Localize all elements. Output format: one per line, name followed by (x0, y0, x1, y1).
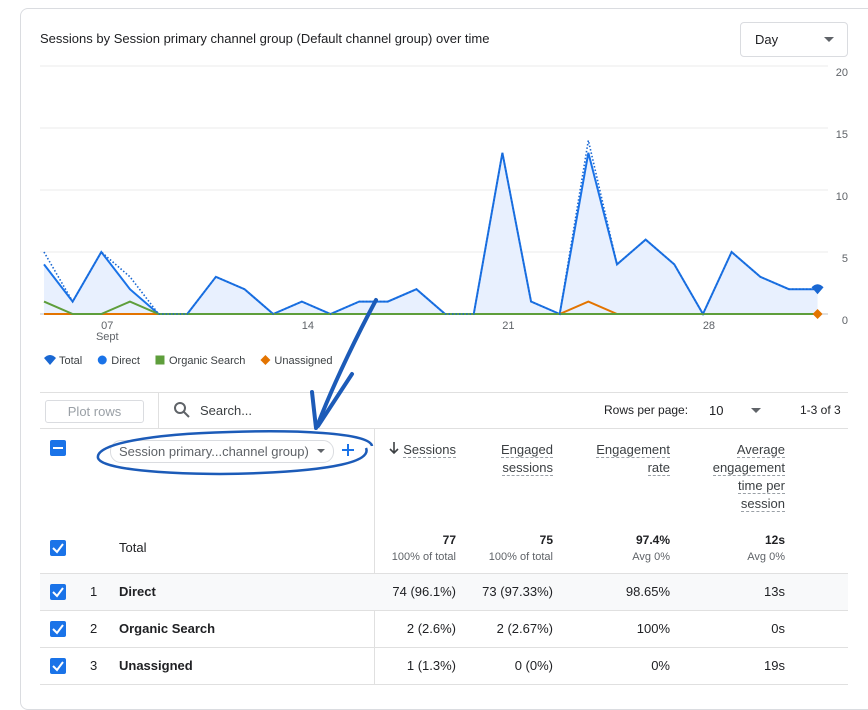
column-header[interactable]: Engaged sessions (483, 441, 553, 477)
total-value: 12s (764, 533, 785, 547)
row-index: 2 (90, 621, 98, 636)
row-highlight (40, 574, 848, 610)
row-value: 0s (771, 621, 785, 636)
x-month-label: Sept (96, 331, 119, 343)
y-tick-label: 5 (842, 253, 848, 265)
x-tick-label: 28 (703, 320, 715, 332)
chart: 0 5 10 15 20 07 14 21 28 Sept Total Direct Organic S… (40, 65, 848, 367)
select-all-checkbox[interactable] (50, 440, 66, 456)
column-header[interactable]: Average engagement time per session (705, 441, 785, 513)
total-subtext: 100% of total (391, 551, 456, 563)
row-value: 0% (651, 658, 670, 673)
period-value: Day (755, 32, 779, 47)
y-tick-label: 0 (842, 315, 848, 327)
search-icon (174, 402, 190, 418)
total-label: Total (119, 540, 147, 555)
rows-per-page-label: Rows per page: (604, 403, 689, 417)
row-value: 13s (764, 584, 785, 599)
x-tick-label: 14 (302, 320, 314, 332)
row-value: 73 (97.33%) (482, 584, 553, 599)
divider (158, 392, 159, 428)
divider (40, 392, 848, 393)
row-label: Unassigned (119, 658, 193, 673)
y-tick-label: 15 (836, 129, 848, 141)
row-index: 1 (90, 584, 98, 599)
row-value: 2 (2.6%) (406, 621, 456, 636)
divider (374, 428, 375, 684)
sort-icon (389, 442, 399, 455)
legend-marker (44, 355, 56, 365)
divider (40, 610, 848, 611)
end-marker (811, 284, 824, 295)
area (44, 152, 818, 314)
total-value: 97.4% (635, 533, 670, 547)
row-checkbox[interactable] (50, 658, 66, 674)
column-header-text: Engagement rate (596, 442, 670, 476)
row-checkbox[interactable] (50, 621, 66, 637)
column-header[interactable]: Engagement rate (590, 441, 670, 477)
line (43, 140, 818, 316)
dimension-label: Session primary...channel group) (119, 444, 309, 459)
row-checkbox[interactable] (50, 540, 66, 556)
column-header-text: Sessions (403, 442, 456, 458)
x-tick-label: 21 (502, 320, 514, 332)
dropdown-icon (824, 37, 834, 42)
row-value: 0 (0%) (514, 658, 553, 673)
legend-marker (260, 355, 271, 365)
legend-label: Total (59, 355, 82, 367)
x-tick-label: 07 (101, 320, 113, 332)
legend-marker (97, 355, 107, 365)
y-tick-label: 10 (836, 191, 848, 203)
legend-label: Organic Search (169, 355, 245, 367)
dropdown-icon[interactable] (750, 407, 762, 415)
pagination: 1-3 of 3 (800, 403, 841, 417)
total-value: 77 (442, 533, 456, 547)
divider (40, 573, 848, 574)
row-value: 100% (636, 621, 670, 636)
row-value: 1 (1.3%) (406, 658, 456, 673)
period-select[interactable]: Day (740, 22, 848, 57)
column-header-text: Average engagement time per session (712, 442, 785, 512)
rows-per-page[interactable]: 10 (709, 403, 724, 418)
row-value: 2 (2.67%) (496, 621, 553, 636)
legend-marker (155, 355, 165, 365)
dimension-chip[interactable]: Session primary...channel group) (110, 440, 334, 463)
column-header-text: Engaged sessions (500, 442, 553, 476)
column-header[interactable]: Sessions (396, 441, 456, 459)
total-value: 75 (539, 533, 553, 547)
total-subtext: Avg 0% (632, 551, 670, 563)
divider (40, 684, 848, 685)
row-label: Organic Search (119, 621, 216, 636)
legend-label: Unassigned (274, 355, 332, 367)
y-tick-label: 20 (836, 67, 848, 79)
add-dimension[interactable] (342, 444, 354, 456)
row-label: Direct (119, 584, 156, 599)
divider (40, 428, 848, 429)
total-subtext: 100% of total (488, 551, 553, 563)
row-value: 98.65% (625, 584, 670, 599)
divider (40, 647, 848, 648)
chart-title: Sessions by Session primary channel grou… (40, 31, 490, 46)
line (43, 152, 818, 317)
end-marker (812, 309, 823, 319)
dropdown-icon (317, 449, 325, 453)
row-value: 74 (96.1%) (392, 584, 456, 599)
legend-label: Direct (111, 355, 140, 367)
row-checkbox[interactable] (50, 584, 66, 600)
total-subtext: Avg 0% (747, 551, 785, 563)
search-input[interactable]: Search... (200, 403, 253, 418)
plot-rows-button[interactable]: Plot rows (45, 400, 144, 423)
row-index: 3 (90, 658, 98, 673)
row-value: 19s (764, 658, 785, 673)
